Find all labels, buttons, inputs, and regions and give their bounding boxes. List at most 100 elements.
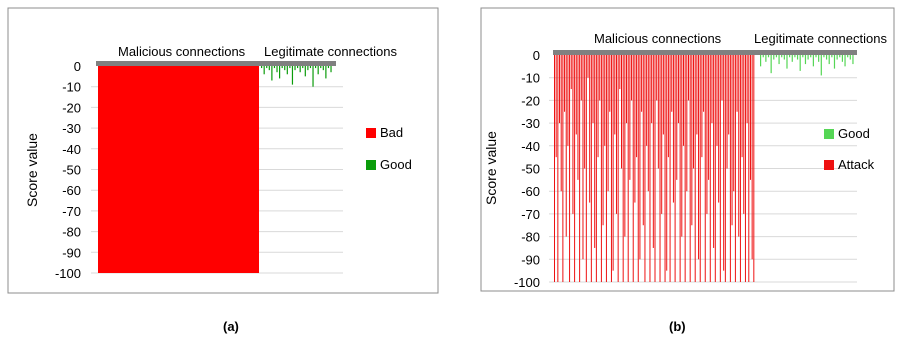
chart-0-y-tick-label: 0 — [74, 59, 81, 74]
chart-1-bar-attack — [641, 55, 643, 112]
chart-1-bar-attack — [559, 55, 561, 124]
chart-1-bar-attack — [646, 55, 648, 146]
chart-1-bar-attack — [688, 55, 689, 101]
chart-1-bar-attack — [677, 55, 679, 124]
chart-1-bar-attack — [718, 55, 720, 203]
chart-1-bar-attack — [662, 55, 664, 135]
chart-0-legend-label: Good — [380, 157, 412, 172]
chart-1-bar-attack — [567, 55, 569, 146]
chart-1-bar-attack — [714, 55, 716, 282]
chart-1-bar-attack — [574, 55, 576, 282]
chart-0-bar-good — [281, 66, 283, 69]
chart-0-bar-good — [327, 66, 330, 69]
chart-1-bar-attack — [698, 55, 700, 260]
chart-1-y-tick-label: -80 — [521, 230, 540, 245]
chart-0-y-tick-label: -60 — [62, 183, 81, 198]
chart-1-bar-good — [818, 55, 820, 62]
chart-1-bar-attack — [654, 55, 656, 282]
chart-0-y-axis-label: Score value — [24, 133, 40, 207]
chart-1-bar-attack — [743, 55, 745, 214]
chart-1-bar-attack — [587, 55, 589, 78]
chart-0-bar-good — [284, 66, 286, 71]
chart-1-bar-attack — [647, 55, 649, 192]
chart-0-legend-label: Bad — [380, 125, 403, 140]
chart-1-bar-good — [831, 55, 833, 58]
chart-0-bar-good — [268, 66, 270, 71]
chart-1-bar-attack — [726, 55, 728, 169]
chart-1-bar-attack — [609, 55, 611, 112]
chart-1-bar-attack — [716, 55, 718, 146]
chart-1-bar-attack — [666, 55, 668, 271]
chart-1-category-label: Malicious connections — [594, 31, 722, 46]
chart-0-bar-good — [279, 66, 281, 79]
chart-1-bar-attack — [736, 55, 738, 112]
chart-0-bar-bad — [98, 66, 259, 273]
chart-1-bar-good — [781, 55, 783, 58]
chart-0-y-tick-label: -90 — [62, 245, 81, 260]
chart-1-bar-good — [778, 55, 780, 65]
chart-1-bar-attack — [694, 55, 696, 282]
chart-1-bar-good — [844, 55, 846, 67]
chart-1-legend-label: Attack — [838, 157, 875, 172]
chart-0-bar-good — [320, 66, 322, 69]
chart-1-bar-attack — [636, 55, 638, 158]
chart-1-bar-attack — [565, 55, 567, 237]
chart-1-frame — [480, 7, 895, 292]
chart-1-bar-attack — [733, 55, 735, 192]
chart-1-bar-good — [775, 55, 778, 58]
chart-1-bar-good — [825, 55, 828, 60]
chart-0-bar-good — [286, 66, 288, 75]
chart-0-bar-good — [297, 66, 299, 69]
chart-panel-b: 0 -10 -20 -30 -40 -50 -60 -70 -80 -90 -100 Score va… — [450, 0, 897, 360]
chart-1-y-tick-label: -70 — [521, 207, 540, 222]
chart-1-bar-attack — [639, 55, 641, 260]
chart-1-bar-good — [760, 55, 762, 67]
chart-1-bar-attack — [739, 55, 741, 282]
chart-0-bar-good — [261, 66, 263, 69]
chart-1-bar-attack — [569, 55, 571, 282]
chart-0-bar-good — [294, 66, 296, 71]
chart-1-bar-attack — [729, 55, 731, 282]
chart-1-bar-attack — [621, 55, 622, 169]
chart-0-bar-good — [330, 66, 332, 73]
chart-0-y-tick-label: -20 — [62, 100, 81, 115]
chart-1-bar-attack — [709, 55, 711, 282]
chart-0-y-tick-label: -80 — [62, 225, 81, 240]
chart-1-bar-attack — [564, 55, 566, 112]
chart-1-bar-attack — [719, 55, 721, 282]
chart-0-bar-good — [309, 66, 312, 69]
chart-1-bar-good — [849, 55, 851, 60]
chart-0-legend-swatch — [366, 128, 376, 138]
chart-1-bar-attack — [691, 55, 693, 226]
chart-1-bar-good — [791, 55, 793, 62]
chart-1-bar-attack — [689, 55, 691, 282]
chart-1-bar-good — [802, 55, 804, 58]
chart-1-bar-good — [852, 55, 854, 65]
chart-1-bar-attack — [570, 55, 572, 90]
chart-1-bar-attack — [671, 55, 673, 112]
chart-1-bar-attack — [617, 55, 619, 282]
chart-1-bar-attack — [706, 55, 708, 214]
chart-1-bar-attack — [753, 55, 755, 282]
chart-1-bar-attack — [579, 55, 581, 282]
chart-1-bar-attack — [744, 55, 746, 282]
chart-1-bar-attack — [672, 55, 674, 203]
chart-1-bar-good — [810, 55, 812, 58]
chart-0-legend-swatch — [366, 160, 376, 170]
chart-1-bar-attack — [661, 55, 663, 214]
chart-1-bar-attack — [644, 55, 646, 282]
chart-1-bar-attack — [711, 55, 713, 124]
chart-1-bar-attack — [597, 55, 599, 158]
chart-1-legend-label: Good — [838, 126, 870, 141]
chart-1-bar-attack — [741, 55, 743, 158]
chart-0-category-label: Malicious connections — [118, 44, 246, 59]
chart-1-bar-good — [839, 55, 841, 58]
chart-1-bar-attack — [731, 55, 733, 226]
chart-0-bar-good — [312, 66, 314, 87]
chart-1-bar-attack — [674, 55, 676, 282]
chart-1-bar-attack — [682, 55, 684, 146]
chart-1-y-tick-label: -50 — [521, 162, 540, 177]
chart-1-bar-attack — [599, 55, 601, 101]
chart-1-bar-attack — [604, 55, 606, 146]
chart-1-bar-attack — [614, 55, 616, 135]
